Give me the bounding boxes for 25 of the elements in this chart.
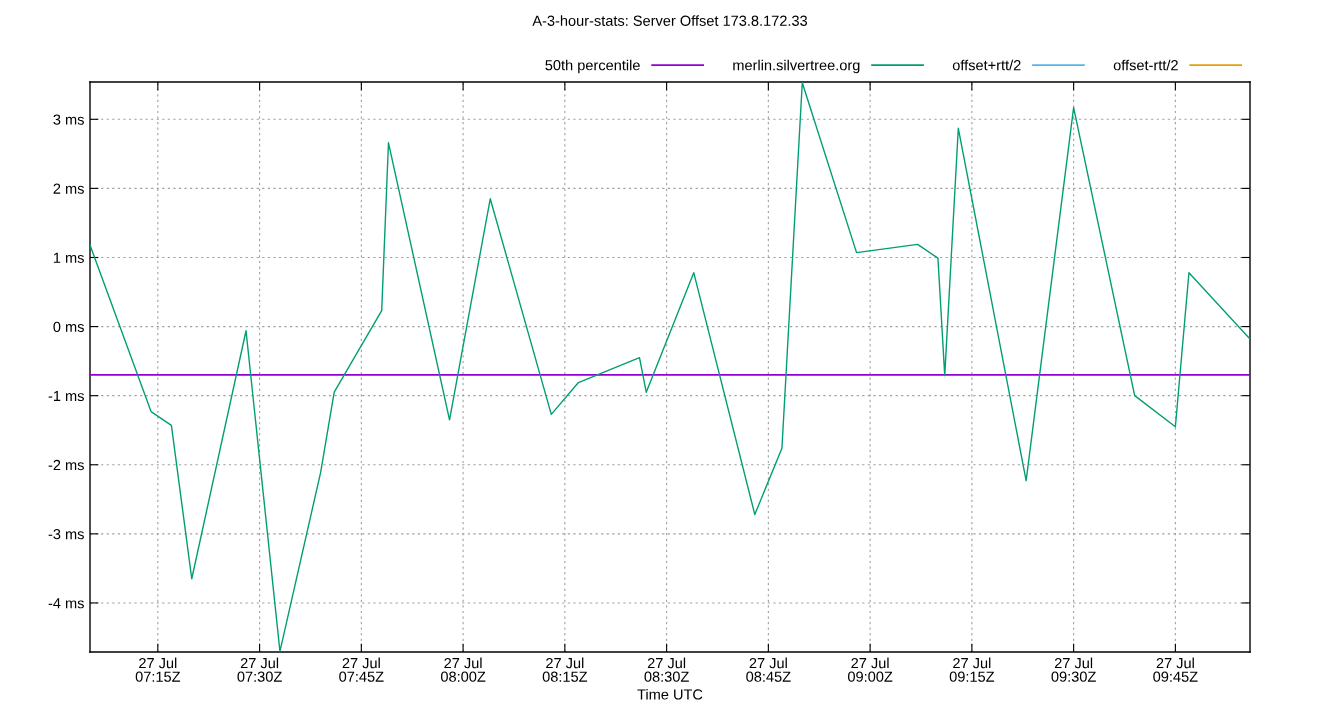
- x-tick-label: 27 Jul 09:45Z: [1153, 657, 1198, 682]
- y-tick-label: 0 ms: [53, 321, 84, 333]
- legend-label: offset-rtt/2: [1113, 59, 1178, 71]
- x-tick-label: 27 Jul 09:15Z: [949, 657, 995, 682]
- y-tick-label: -3 ms: [48, 528, 84, 540]
- x-tick-label: 27 Jul 07:15Z: [135, 657, 181, 682]
- legend-label: offset+rtt/2: [952, 59, 1021, 71]
- x-tick-label: 27 Jul 08:00Z: [440, 657, 486, 682]
- y-tick-label: -4 ms: [48, 598, 84, 609]
- y-tick-label: 2 ms: [53, 183, 84, 194]
- y-tick-label: 1 ms: [53, 252, 84, 263]
- legend-label: 50th percentile: [545, 59, 640, 74]
- x-tick-label: 27 Jul 07:30Z: [237, 657, 282, 682]
- x-axis-title: Time UTC: [637, 688, 703, 700]
- x-tick-label: 27 Jul 07:45Z: [339, 657, 384, 682]
- x-tick-label: 27 Jul 09:30Z: [1051, 657, 1096, 682]
- y-tick-label: -2 ms: [48, 459, 84, 471]
- x-tick-label: 27 Jul 08:30Z: [644, 657, 689, 682]
- y-tick-label: -1 ms: [48, 390, 84, 402]
- chart-title: A-3-hour-stats: Server Offset 173.8.172.33: [532, 15, 808, 26]
- legend-label: merlin.silvertree.org: [733, 59, 860, 74]
- y-tick-label: 3 ms: [53, 114, 84, 125]
- x-tick-label: 27 Jul 08:45Z: [746, 657, 791, 682]
- x-tick-label: 27 Jul 09:00Z: [847, 657, 893, 682]
- x-tick-label: 27 Jul 08:15Z: [542, 657, 588, 682]
